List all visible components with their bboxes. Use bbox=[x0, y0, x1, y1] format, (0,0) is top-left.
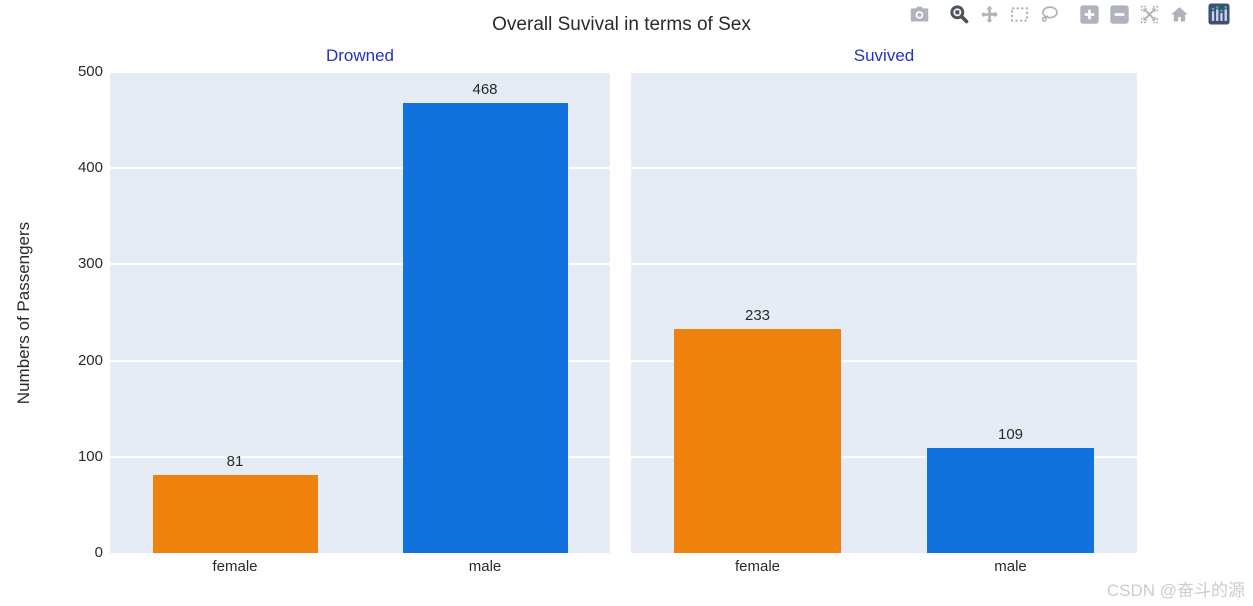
bar-suvived-male[interactable] bbox=[927, 448, 1094, 553]
y-tick-label: 500 bbox=[77, 63, 103, 80]
x-tick-label: female bbox=[212, 558, 258, 575]
gridline bbox=[110, 167, 610, 170]
pan-icon[interactable] bbox=[978, 3, 1000, 25]
watermark: CSDN @奋斗的源 bbox=[1106, 581, 1245, 600]
autoscale-icon[interactable] bbox=[1138, 3, 1160, 25]
lasso-select-icon[interactable] bbox=[1038, 3, 1060, 25]
y-tick-label: 200 bbox=[77, 351, 103, 369]
subplot-title: Drowned bbox=[325, 46, 395, 65]
gridline bbox=[631, 263, 1137, 266]
bar-value-label: 109 bbox=[997, 426, 1024, 444]
reset-axes-home-icon[interactable] bbox=[1168, 3, 1190, 25]
bar-value-label: 468 bbox=[472, 80, 498, 98]
x-tick-label: male bbox=[994, 558, 1027, 575]
gridline bbox=[110, 263, 610, 266]
bar-value-label: 233 bbox=[744, 306, 771, 324]
gridline bbox=[631, 359, 1137, 362]
x-tick-label: male bbox=[468, 558, 502, 575]
gridline bbox=[631, 455, 1137, 458]
bar-value-label: 81 bbox=[226, 453, 244, 471]
bar-suvived-female[interactable] bbox=[674, 328, 841, 553]
gridline bbox=[631, 167, 1137, 170]
zoom-icon[interactable] bbox=[948, 3, 970, 25]
gridline bbox=[110, 455, 610, 458]
zoom-out-icon[interactable] bbox=[1108, 3, 1130, 25]
bar-drowned-female[interactable] bbox=[152, 475, 318, 553]
box-select-icon[interactable] bbox=[1008, 3, 1030, 25]
y-tick-label: 300 bbox=[77, 255, 103, 273]
x-tick-label: female bbox=[734, 558, 781, 575]
modebar bbox=[900, 3, 1230, 25]
y-tick-label: 100 bbox=[77, 447, 103, 465]
chart-title: Overall Suvival in terms of Sex bbox=[492, 14, 751, 35]
zoom-in-icon[interactable] bbox=[1078, 3, 1100, 25]
y-tick-label: 0 bbox=[94, 544, 103, 561]
gridline bbox=[110, 359, 610, 362]
bar-drowned-male[interactable] bbox=[402, 102, 568, 553]
y-axis-title: Numbers of Passengers bbox=[14, 221, 33, 405]
gridline bbox=[631, 71, 1137, 73]
y-tick-label: 400 bbox=[77, 159, 103, 177]
camera-icon[interactable] bbox=[908, 3, 930, 25]
gridline bbox=[110, 71, 610, 73]
subplot-title: Suvived bbox=[853, 46, 915, 65]
plotly-logo-icon[interactable] bbox=[1208, 3, 1230, 25]
